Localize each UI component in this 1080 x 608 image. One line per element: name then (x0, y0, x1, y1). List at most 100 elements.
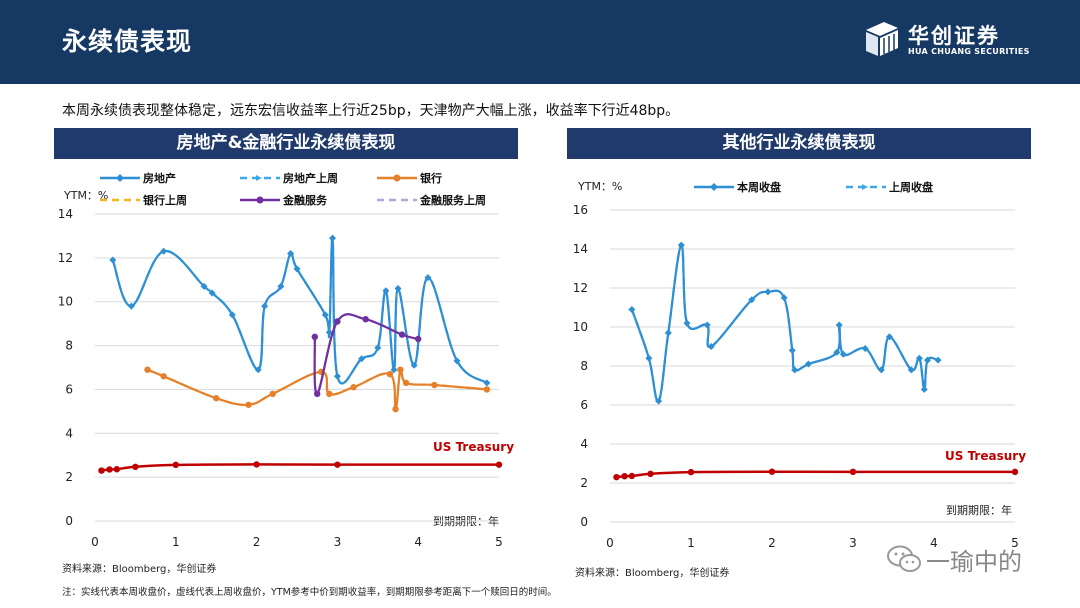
right-ytick-label: 14 (573, 242, 588, 256)
right-data-point (748, 296, 756, 304)
right-data-point (655, 397, 663, 405)
right-xtick-label: 0 (606, 536, 614, 550)
left-xtick-label: 4 (414, 535, 422, 549)
page-title: 永续债表现 (62, 27, 193, 56)
right-xtick-label: 5 (1011, 536, 1019, 550)
left-data-point (228, 311, 236, 319)
right-xtick-label: 4 (930, 536, 938, 550)
right-data-point (788, 346, 796, 354)
left-data-point (326, 390, 333, 398)
right-data-point (907, 366, 915, 374)
right-data-point (934, 356, 942, 364)
right-data-point (628, 305, 636, 313)
left-data-point (113, 466, 121, 473)
left-ylabel: YTM：% (63, 189, 108, 202)
left-data-point (333, 372, 341, 380)
right-data-point (621, 472, 628, 480)
right-series-line (616, 470, 1015, 479)
left-chart-title: 房地产&金融行业永续债表现 (54, 128, 518, 159)
legend-item-fin-last: 金融服务上周 (377, 193, 486, 207)
left-data-point (431, 381, 438, 389)
left-data-point (453, 357, 461, 365)
left-ytick-label: 8 (65, 339, 73, 353)
legend-item-current: 本周收盘 (694, 180, 781, 194)
left-data-point (398, 331, 406, 338)
left-data-point (402, 379, 410, 387)
right-data-point (677, 241, 685, 249)
left-ytick-label: 2 (65, 470, 73, 484)
legend-label-last: 上周收盘 (889, 180, 933, 194)
right-ytick-label: 2 (580, 476, 588, 490)
right-ytick-label: 16 (573, 203, 588, 217)
left-ytick-label: 4 (65, 426, 73, 440)
watermark: 一瑜中的 (886, 540, 1056, 580)
left-data-point (410, 361, 418, 369)
left-data-point (362, 316, 369, 323)
left-data-point (287, 249, 295, 257)
right-xtick-label: 3 (849, 536, 857, 550)
left-ytick-label: 14 (58, 207, 73, 221)
left-data-point (495, 461, 503, 468)
left-data-point (132, 463, 139, 471)
legend-label-realestate-last: 房地产上周 (283, 171, 338, 185)
left-series-line (111, 236, 488, 385)
right-chart-title: 其他行业永续债表现 (567, 128, 1031, 159)
left-data-point (160, 373, 167, 380)
right-data-point (877, 366, 885, 374)
legend-label-bank: 银行 (420, 171, 442, 185)
left-data-point (293, 265, 301, 273)
right-xtick-label: 1 (687, 536, 695, 550)
legend-label-current: 本周收盘 (737, 180, 781, 194)
left-data-point (390, 366, 398, 374)
right-legend: 本周收盘 上周收盘 (694, 180, 933, 194)
logo-cube-icon (866, 22, 898, 56)
right-data-point (849, 468, 857, 476)
legend-item-realestate-last: 房地产上周 (240, 171, 338, 185)
left-data-point (397, 366, 404, 373)
left-data-point (311, 333, 318, 340)
left-data-point (483, 386, 491, 393)
left-data-point (144, 366, 151, 373)
left-data-point (213, 395, 220, 402)
left-ytick-label: 6 (65, 382, 73, 396)
logo-text-cn: 华创证券 (908, 24, 1000, 48)
left-data-point (424, 274, 432, 282)
right-data-point (707, 343, 715, 350)
right-ytick-label: 0 (580, 515, 588, 529)
left-data-point (98, 467, 105, 474)
left-data-point (253, 461, 260, 468)
left-data-point (415, 335, 422, 343)
right-data-point (924, 356, 932, 364)
right-ytick-label: 12 (573, 281, 588, 295)
right-data-point (768, 468, 776, 475)
left-data-point (374, 344, 382, 352)
right-data-point (833, 348, 841, 356)
left-data-point (314, 390, 321, 398)
right-data-point (764, 288, 772, 296)
left-data-point (254, 366, 262, 374)
right-source: 资料来源：Bloomberg，华创证券 (575, 568, 730, 579)
left-data-point (394, 285, 402, 293)
left-data-point (483, 379, 491, 387)
left-data-point (106, 466, 113, 473)
left-xtick-label: 3 (334, 535, 342, 549)
legend-item-realestate: 房地产 (100, 171, 176, 185)
left-data-point (334, 318, 341, 325)
left-treasury-label: US Treasury (433, 440, 514, 454)
left-data-point (334, 461, 341, 468)
right-data-point (647, 470, 654, 478)
right-data-point (613, 473, 620, 481)
left-xtick-label: 2 (253, 535, 261, 549)
right-data-point (664, 329, 672, 337)
left-data-point (160, 247, 168, 255)
right-ytick-label: 10 (573, 320, 588, 334)
legend-label-realestate: 房地产 (143, 171, 176, 185)
left-xtick-label: 0 (91, 535, 99, 549)
left-data-point (329, 234, 337, 242)
right-series-line (630, 243, 939, 403)
right-data-point (835, 321, 843, 329)
right-xlabel: 到期期限：年 (946, 503, 1012, 517)
right-ytick-label: 6 (580, 398, 588, 412)
right-data-point (915, 354, 923, 362)
